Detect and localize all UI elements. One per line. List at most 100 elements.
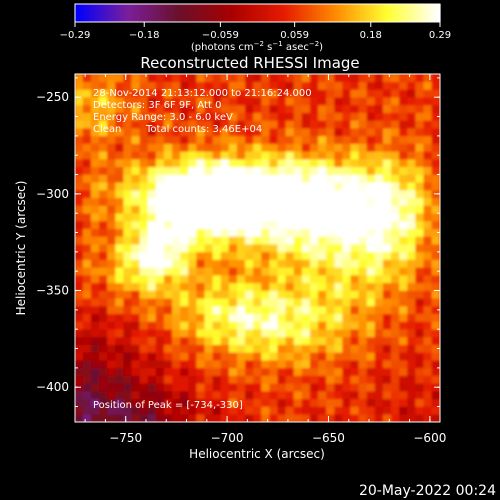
- heatmap-cell: [245, 406, 254, 415]
- heatmap-cell: [172, 189, 181, 199]
- heatmap-cell: [163, 96, 173, 106]
- heatmap-cell: [309, 81, 319, 90]
- heatmap-cell: [382, 305, 392, 315]
- heatmap-cell: [285, 259, 295, 268]
- heatmap-cell: [415, 290, 425, 299]
- heatmap-cell: [342, 89, 352, 98]
- heatmap-cell: [391, 197, 400, 206]
- heatmap-cell: [318, 413, 327, 422]
- x-tick-label: −750: [109, 431, 142, 445]
- heatmap-cell: [326, 305, 335, 315]
- heatmap-cell: [269, 297, 279, 307]
- heatmap-cell: [123, 243, 133, 253]
- heatmap-cell: [131, 120, 141, 129]
- heatmap-cell: [391, 282, 400, 291]
- heatmap-cell: [261, 205, 270, 214]
- heatmap-cell: [293, 212, 303, 222]
- heatmap-cell: [342, 166, 352, 175]
- heatmap-cell: [391, 158, 400, 168]
- colorbar-cell: [435, 4, 439, 22]
- heatmap-cell: [172, 367, 181, 376]
- heatmap-cell: [423, 367, 433, 376]
- heatmap-cell: [407, 104, 416, 113]
- heatmap-cell: [285, 290, 295, 299]
- heatmap-cell: [423, 74, 433, 83]
- heatmap-cell: [415, 336, 425, 345]
- heatmap-cell: [204, 135, 214, 144]
- heatmap-cell: [155, 359, 165, 369]
- heatmap-cell: [212, 352, 222, 361]
- heatmap-cell: [99, 143, 108, 152]
- heatmap-cell: [75, 151, 84, 160]
- heatmap-cell: [391, 328, 400, 338]
- heatmap-cell: [212, 220, 222, 229]
- heatmap-cell: [204, 81, 214, 90]
- heatmap-cell: [99, 352, 108, 361]
- heatmap-cell: [236, 367, 246, 376]
- heatmap-cell: [407, 336, 416, 345]
- heatmap-cell: [107, 297, 116, 307]
- heatmap-cell: [107, 181, 116, 191]
- heatmap-cell: [423, 220, 433, 229]
- heatmap-cell: [220, 220, 230, 229]
- heatmap-cell: [399, 375, 408, 384]
- annotation-block: 28-Nov-2014 21:13:12.000 to 21:16:24.000…: [93, 88, 312, 411]
- heatmap-cell: [415, 367, 425, 376]
- heatmap-cell: [115, 367, 124, 376]
- heatmap-cell: [196, 267, 206, 276]
- heatmap-cell: [407, 274, 416, 284]
- heatmap-cell: [253, 282, 262, 291]
- heatmap-cell: [131, 328, 141, 338]
- heatmap-cell: [326, 197, 335, 206]
- heatmap-cell: [99, 282, 108, 291]
- heatmap-cell: [75, 89, 84, 98]
- heatmap-cell: [350, 81, 360, 90]
- heatmap-cell: [431, 398, 440, 407]
- heatmap-cell: [196, 344, 206, 353]
- heatmap-cell: [326, 143, 335, 152]
- heatmap-cell: [99, 89, 108, 98]
- heatmap-cell: [309, 313, 319, 322]
- heatmap-cell: [318, 352, 327, 361]
- heatmap-cell: [415, 127, 425, 137]
- heatmap-cell: [358, 151, 368, 160]
- heatmap-cell: [131, 297, 141, 307]
- heatmap-cell: [261, 189, 270, 199]
- heatmap-cell: [155, 104, 165, 113]
- heatmap-cell: [220, 305, 230, 315]
- heatmap-cell: [180, 236, 189, 245]
- heatmap-cell: [155, 375, 165, 384]
- heatmap-cell: [180, 127, 189, 137]
- heatmap-cell: [99, 120, 108, 129]
- heatmap-cell: [253, 321, 262, 330]
- heatmap-cell: [228, 228, 238, 237]
- heatmap-cell: [326, 127, 335, 137]
- heatmap-cell: [236, 158, 246, 168]
- heatmap-cell: [228, 251, 238, 260]
- heatmap-cell: [147, 321, 157, 330]
- heatmap-cell: [172, 305, 181, 315]
- heatmap-cell: [75, 313, 84, 322]
- heatmap-cell: [188, 282, 197, 291]
- heatmap-cell: [220, 143, 230, 152]
- heatmap-cell: [309, 74, 319, 83]
- heatmap-cell: [431, 274, 440, 284]
- heatmap-cell: [139, 143, 149, 152]
- heatmap-cell: [204, 205, 214, 214]
- heatmap-cell: [309, 344, 319, 353]
- heatmap-cell: [366, 297, 376, 307]
- heatmap-cell: [350, 383, 360, 392]
- heatmap-cell: [253, 344, 262, 353]
- colorbar-cell: [177, 4, 181, 22]
- heatmap-cell: [131, 282, 141, 291]
- heatmap-cell: [188, 398, 197, 407]
- heatmap-cell: [334, 96, 343, 106]
- heatmap-cell: [293, 413, 303, 422]
- heatmap-cell: [309, 375, 319, 384]
- heatmap-cell: [180, 359, 189, 369]
- heatmap-cell: [269, 267, 279, 276]
- heatmap-cell: [123, 297, 133, 307]
- heatmap-cell: [139, 328, 149, 338]
- heatmap-cell: [115, 220, 124, 229]
- heatmap-cell: [334, 352, 343, 361]
